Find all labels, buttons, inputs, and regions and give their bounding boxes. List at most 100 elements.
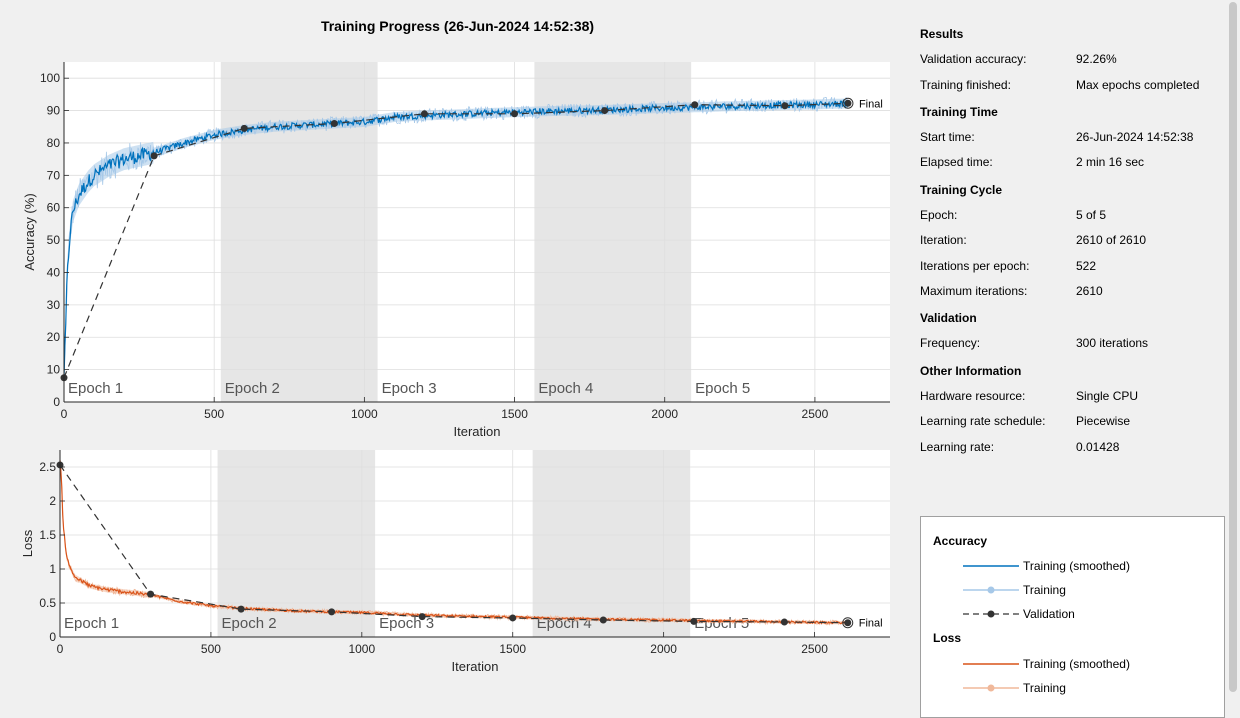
accuracy-x-tick-label: 500 bbox=[204, 407, 224, 421]
validation-accuracy-value: 92.26% bbox=[1076, 52, 1117, 66]
accuracy-y-tick-label: 50 bbox=[47, 233, 61, 247]
results-heading: Results bbox=[920, 27, 964, 41]
accuracy-y-tick-label: 60 bbox=[47, 201, 61, 215]
iterations-per-epoch-label: Iterations per epoch: bbox=[920, 259, 1030, 273]
accuracy-y-tick-label: 40 bbox=[47, 265, 61, 279]
accuracy-x-tick-label: 1000 bbox=[351, 407, 378, 421]
start-time-label: Start time: bbox=[920, 130, 975, 144]
epoch-value: 5 of 5 bbox=[1076, 208, 1107, 222]
accuracy-validation-line bbox=[63, 102, 848, 378]
loss-plot[interactable]: Epoch 1 Epoch 2 Epoch 3 Epoch 4 Epoch 5 Final… bbox=[0, 0, 900, 700]
hardware-resource-label: Hardware resource: bbox=[920, 389, 1026, 403]
vertical-scrollbar[interactable] bbox=[1229, 2, 1237, 692]
legend-loss-smoothed-label: Training (smoothed) bbox=[1023, 657, 1130, 671]
loss-validation-point bbox=[237, 605, 245, 613]
validation-heading: Validation bbox=[920, 311, 977, 325]
loss-training-smoothed-line bbox=[59, 459, 848, 625]
training-finished-value: Max epochs completed bbox=[1076, 78, 1200, 92]
accuracy-final-marker-ring bbox=[842, 97, 854, 109]
epoch-label: Epoch: bbox=[920, 208, 958, 222]
hardware-resource-value: Single CPU bbox=[1076, 389, 1139, 403]
chart-title: Training Progress (26-Jun-2024 14:52:38) bbox=[320, 18, 595, 34]
accuracy-validation-point bbox=[781, 102, 789, 110]
loss-epoch-band bbox=[217, 450, 376, 637]
training-finished-label: Training finished: bbox=[920, 78, 1011, 92]
accuracy-y-tick-label: 30 bbox=[47, 298, 61, 312]
loss-validation-point bbox=[599, 616, 607, 624]
legend-accuracy-heading: Accuracy bbox=[933, 534, 988, 548]
validation-accuracy-label: Validation accuracy: bbox=[920, 52, 1027, 66]
loss-validation-line bbox=[59, 464, 848, 624]
loss-x-tick-label: 1500 bbox=[499, 642, 526, 656]
loss-y-tick-label: 2.5 bbox=[39, 460, 56, 474]
legend-loss-training-swatch bbox=[963, 684, 1019, 692]
learning-rate-schedule-value: Piecewise bbox=[1076, 414, 1131, 428]
loss-validation-point bbox=[844, 619, 852, 627]
elapsed-time-label: Elapsed time: bbox=[920, 155, 993, 169]
accuracy-validation-point bbox=[601, 107, 609, 115]
training-cycle-heading: Training Cycle bbox=[920, 183, 1003, 197]
elapsed-time-value: 2 min 16 sec bbox=[1076, 155, 1145, 169]
loss-epoch-label: Epoch 1 bbox=[64, 615, 119, 632]
loss-x-tick-label: 0 bbox=[57, 642, 64, 656]
accuracy-validation-point bbox=[844, 99, 852, 107]
accuracy-x-tick-label: 2000 bbox=[651, 407, 678, 421]
loss-x-axis-label: Iteration bbox=[452, 659, 499, 674]
accuracy-y-tick-label: 10 bbox=[47, 363, 61, 377]
legend-loss-training-label: Training bbox=[1023, 681, 1066, 695]
frequency-label: Frequency: bbox=[920, 336, 981, 350]
loss-y-axis-label: Loss bbox=[20, 529, 35, 557]
loss-validation-point bbox=[780, 618, 788, 626]
accuracy-x-tick-label: 0 bbox=[61, 407, 68, 421]
accuracy-y-axis-label: Accuracy (%) bbox=[22, 193, 37, 270]
loss-y-tick-label: 2 bbox=[49, 494, 56, 508]
loss-y-tick-label: 0.5 bbox=[39, 596, 56, 610]
accuracy-y-tick-label: 0 bbox=[53, 395, 60, 409]
loss-x-tick-label: 500 bbox=[201, 642, 221, 656]
loss-final-marker-ring bbox=[842, 617, 854, 629]
accuracy-validation-point bbox=[511, 110, 519, 118]
loss-y-tick-label: 1 bbox=[49, 562, 56, 576]
iterations-per-epoch-value: 522 bbox=[1076, 259, 1097, 273]
legend-accuracy-training-swatch bbox=[963, 586, 1019, 594]
maximum-iterations-value: 2610 bbox=[1076, 284, 1103, 298]
accuracy-validation-point bbox=[330, 120, 338, 128]
iteration-label: Iteration: bbox=[920, 233, 967, 247]
training-time-heading: Training Time bbox=[920, 105, 998, 119]
loss-epoch-label: Epoch 3 bbox=[379, 615, 434, 632]
accuracy-epoch-label: Epoch 1 bbox=[68, 380, 123, 397]
accuracy-epoch-label: Epoch 2 bbox=[225, 380, 280, 397]
loss-validation-point bbox=[328, 608, 336, 616]
loss-validation-point bbox=[418, 613, 426, 621]
legend-loss-heading: Loss bbox=[933, 631, 962, 645]
accuracy-x-tick-label: 1500 bbox=[501, 407, 528, 421]
accuracy-x-axis-label: Iteration bbox=[454, 424, 501, 439]
accuracy-y-tick-label: 20 bbox=[47, 330, 61, 344]
loss-x-tick-label: 1000 bbox=[348, 642, 375, 656]
accuracy-x-tick-label: 2500 bbox=[802, 407, 829, 421]
learning-rate-label: Learning rate: bbox=[920, 440, 995, 454]
accuracy-plot-area bbox=[64, 62, 890, 402]
other-information-heading: Other Information bbox=[920, 364, 1022, 378]
loss-epoch-label: Epoch 5 bbox=[694, 615, 749, 632]
accuracy-validation-point bbox=[150, 152, 158, 160]
legend-accuracy-validation-label: Validation bbox=[1023, 607, 1075, 621]
legend: Accuracy Training (smoothed) Training Va… bbox=[920, 516, 1225, 718]
loss-validation-point bbox=[147, 590, 155, 598]
accuracy-epoch-label: Epoch 4 bbox=[538, 380, 593, 397]
accuracy-epoch-label: Epoch 3 bbox=[382, 380, 437, 397]
loss-epoch-band bbox=[532, 450, 691, 637]
loss-final-label: Final bbox=[859, 618, 883, 630]
accuracy-validation-point bbox=[240, 124, 248, 132]
legend-accuracy-smoothed-label: Training (smoothed) bbox=[1023, 559, 1130, 573]
loss-x-tick-label: 2000 bbox=[650, 642, 677, 656]
accuracy-epoch-label: Epoch 5 bbox=[695, 380, 750, 397]
loss-plot-area bbox=[60, 450, 890, 637]
maximum-iterations-label: Maximum iterations: bbox=[920, 284, 1028, 298]
accuracy-plot[interactable]: Epoch 1 Epoch 2 Epoch 3 Epoch 4 Epoch 5 Final… bbox=[0, 0, 900, 445]
legend-accuracy-training-label: Training bbox=[1023, 583, 1066, 597]
learning-rate-schedule-label: Learning rate schedule: bbox=[920, 414, 1046, 428]
loss-x-tick-label: 2500 bbox=[801, 642, 828, 656]
accuracy-y-tick-label: 80 bbox=[47, 136, 61, 150]
legend-accuracy-smoothed-swatch bbox=[963, 565, 1019, 567]
